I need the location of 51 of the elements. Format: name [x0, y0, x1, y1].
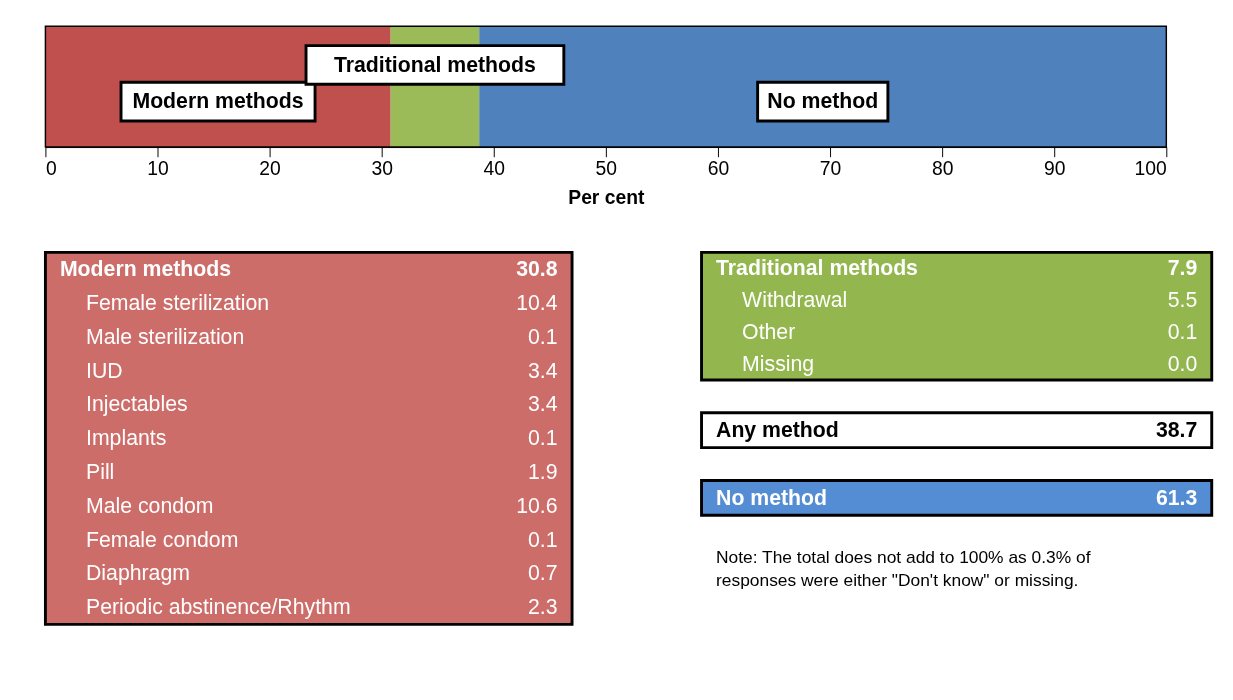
category-label: Missing	[742, 351, 815, 376]
category-label: Pill	[86, 459, 115, 484]
text: Note: The total does not add to 100% as 0.3% of	[716, 546, 1091, 567]
text: responses were either "Don't know" or missing.	[716, 569, 1079, 590]
category-label: Diaphragm	[86, 561, 190, 586]
text: 1.9	[528, 459, 558, 484]
x-tick-label: 20	[259, 157, 281, 179]
x-tick-label: 60	[707, 157, 730, 179]
category-label: Withdrawal	[742, 287, 848, 312]
series-label: Traditional methods	[333, 52, 536, 77]
category-label: Implants	[86, 426, 167, 451]
category-label: Female condom	[86, 527, 239, 552]
text: 10.4	[516, 290, 558, 315]
x-tick-label: 100	[1134, 157, 1167, 179]
series-label: No method	[767, 89, 879, 114]
x-tick-label: 40	[483, 157, 506, 179]
text: 7.9	[1167, 256, 1198, 281]
x-tick-label: 10	[147, 157, 169, 179]
category-label: Traditional methods	[716, 256, 918, 281]
category-label: Female sterilization	[86, 290, 270, 315]
x-tick-label: 0	[45, 157, 57, 179]
category-label: Male sterilization	[86, 324, 245, 349]
text: 0.1	[528, 324, 558, 349]
x-tick-label: 90	[1043, 157, 1066, 179]
text: 0.1	[528, 527, 558, 552]
text: 0.0	[1167, 351, 1198, 376]
category-label: Other	[742, 319, 796, 344]
series-label: Modern methods	[132, 89, 304, 114]
x-tick-label: 30	[371, 157, 393, 179]
text: 30.8	[516, 257, 558, 282]
text: 61.3	[1155, 485, 1198, 510]
category-label: IUD	[86, 358, 123, 383]
category-label: No method	[716, 485, 827, 510]
text: 10.6	[516, 493, 558, 518]
text: 0.1	[528, 426, 558, 451]
text: 0.1	[1167, 319, 1198, 344]
text: 2.3	[528, 595, 558, 620]
text: 3.4	[528, 392, 558, 417]
category-label: Male condom	[86, 493, 214, 518]
x-tick-label: 80	[931, 157, 954, 179]
text: 0.7	[528, 561, 558, 586]
text: 38.7	[1155, 417, 1198, 442]
category-label: Modern methods	[59, 257, 232, 282]
text: 3.4	[528, 358, 558, 383]
x-tick-label: 70	[819, 157, 842, 179]
category-label: Any method	[716, 417, 839, 442]
category-label: Periodic abstinence/Rhythm	[86, 595, 351, 620]
x-tick-label: 50	[595, 157, 618, 179]
text: 5.5	[1167, 287, 1198, 312]
category-label: Injectables	[86, 392, 188, 417]
x-axis-title: Per cent	[568, 186, 646, 208]
